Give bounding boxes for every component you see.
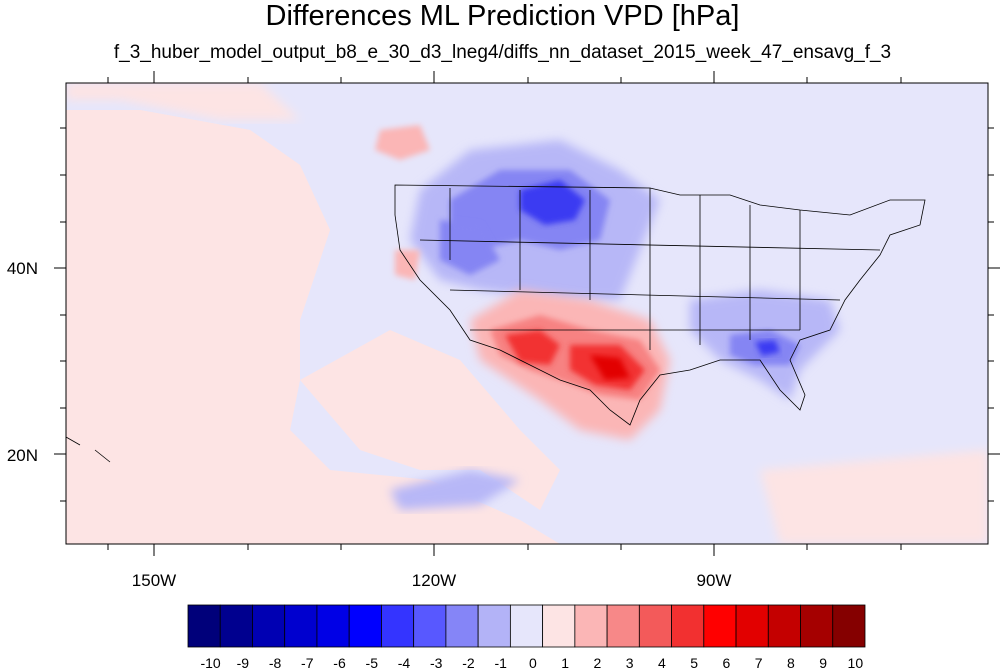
- colorbar-label: -2: [462, 655, 475, 671]
- map-title: Differences ML Prediction VPD [hPa]: [265, 0, 740, 32]
- colorbar-label: -10: [200, 655, 220, 671]
- colorbar-swatch: [219, 604, 253, 648]
- colorbar-label: 3: [626, 655, 634, 671]
- map-subtitle: f_3_huber_model_output_b8_e_30_d3_lneg4/…: [113, 42, 892, 63]
- colorbar-swatch: [800, 604, 834, 648]
- colorbar-swatch: [671, 604, 705, 648]
- colorbar-label: -4: [398, 655, 411, 671]
- colorbar-label: -9: [237, 655, 250, 671]
- colorbar-swatch: [703, 604, 737, 648]
- colorbar-swatch: [187, 604, 221, 648]
- colorbar-label: -1: [494, 655, 507, 671]
- north-pacific-positive-patch: [66, 83, 300, 120]
- great-basin-negative-patch: [440, 220, 500, 275]
- colorbar-swatch: [542, 604, 576, 648]
- colorbar-label: 5: [690, 655, 698, 671]
- colorbar-label: -5: [366, 655, 379, 671]
- texas-positive-peak: [590, 355, 630, 380]
- colorbar-label: 0: [529, 655, 537, 671]
- pacific-positive-region: [66, 110, 330, 544]
- coastline-and-borders: [66, 184, 926, 463]
- colorbar-swatch: [413, 604, 447, 648]
- colorbar-swatch: [348, 604, 382, 648]
- colorbar-label: 9: [819, 655, 827, 671]
- colorbar-swatch: [252, 604, 286, 648]
- southeast-positive-patch: [760, 450, 988, 544]
- colorbar-swatch: [735, 604, 769, 648]
- colorbar-label: 1: [561, 655, 569, 671]
- colorbar-swatch: [284, 604, 318, 648]
- colorbar-swatch: [509, 604, 544, 648]
- colorbar-label: 7: [755, 655, 763, 671]
- colorbar-label: 2: [594, 655, 602, 671]
- colorbar-label: 10: [848, 655, 864, 671]
- map-tick-marks: [54, 71, 1000, 556]
- colorbar: -10 -9 -8 -7 -6 -5 -4 -3 -2 -1 0 1 2 3 4 5 6 7 8 9 10: [187, 604, 866, 671]
- colorbar-swatch: [832, 604, 866, 648]
- montana-negative-max: [520, 180, 585, 225]
- colorbar-swatch: [316, 604, 350, 648]
- colorbar-swatch: [606, 604, 640, 648]
- eastern-pacific-positive-tongue: [300, 330, 560, 510]
- colorbar-label: -3: [430, 655, 443, 671]
- colorbar-swatch: [638, 604, 672, 648]
- lon-label-90w: 90W: [697, 571, 732, 590]
- colorbar-swatch: [445, 604, 479, 648]
- colorbar-swatch: [477, 604, 511, 648]
- georgia-negative-max: [755, 340, 780, 356]
- colorbar-swatch: [574, 604, 608, 648]
- subtropical-negative-band: [390, 470, 520, 510]
- colorbar-label: -7: [301, 655, 314, 671]
- lat-label-40n: 40N: [7, 259, 38, 278]
- west-coast-positive-fringe: [375, 125, 430, 280]
- colorbar-swatch: [767, 604, 801, 648]
- map-frame: [65, 82, 989, 545]
- lon-label-120w: 120W: [412, 571, 456, 590]
- lon-label-150w: 150W: [132, 571, 176, 590]
- lat-label-20n: 20N: [7, 446, 38, 465]
- colorbar-label: -6: [333, 655, 346, 671]
- colorbar-label: 4: [658, 655, 666, 671]
- colorbar-label: 6: [722, 655, 730, 671]
- colorbar-swatch: [381, 604, 415, 648]
- colorbar-label: 8: [787, 655, 795, 671]
- colorbar-label: -8: [269, 655, 282, 671]
